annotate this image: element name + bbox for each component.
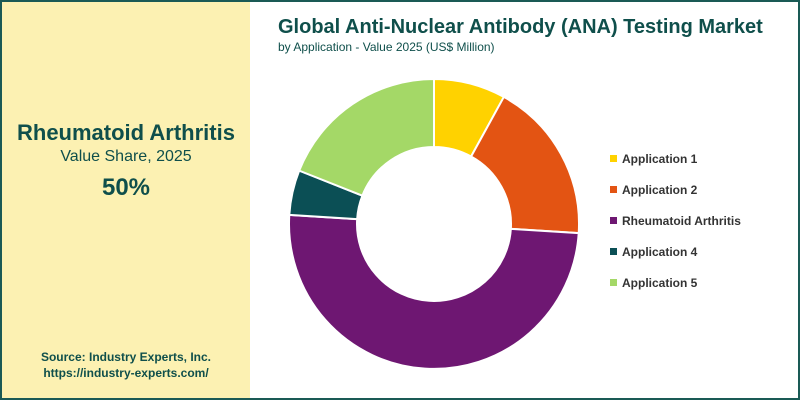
slice-application-5 [297,77,435,197]
legend-swatch-application-2 [610,186,617,193]
highlight-panel: Rheumatoid Arthritis Value Share, 2025 5… [2,2,250,398]
legend-label-application-1: Application 1 [622,152,698,166]
legend-label-application-4: Application 4 [622,245,698,259]
legend-label-rheumatoid-arthritis: Rheumatoid Arthritis [622,214,741,228]
legend-swatch-application-4 [610,248,617,255]
source-text: Source: Industry Experts, Inc. [40,350,212,364]
source-url[interactable]: https://industry-experts.com/ [43,366,209,380]
legend-label-application-2: Application 2 [622,183,698,197]
slice-rheumatoid-arthritis [288,213,580,370]
legend-swatch-application-1 [610,155,617,162]
legend-swatch-rheumatoid-arthritis [610,217,617,224]
chart-title: Global Anti-Nuclear Antibody (ANA) Testi… [278,16,763,38]
highlight-title: Rheumatoid Arthritis [17,120,235,145]
highlight-value: 50% [101,174,151,201]
chart-subtitle: by Application - Value 2025 (US$ Million… [278,40,495,54]
slice-application-2 [469,95,580,235]
highlight-subtitle: Value Share, 2025 [60,148,192,165]
legend-swatch-application-5 [610,279,617,286]
legend-label-application-5: Application 5 [622,276,698,290]
